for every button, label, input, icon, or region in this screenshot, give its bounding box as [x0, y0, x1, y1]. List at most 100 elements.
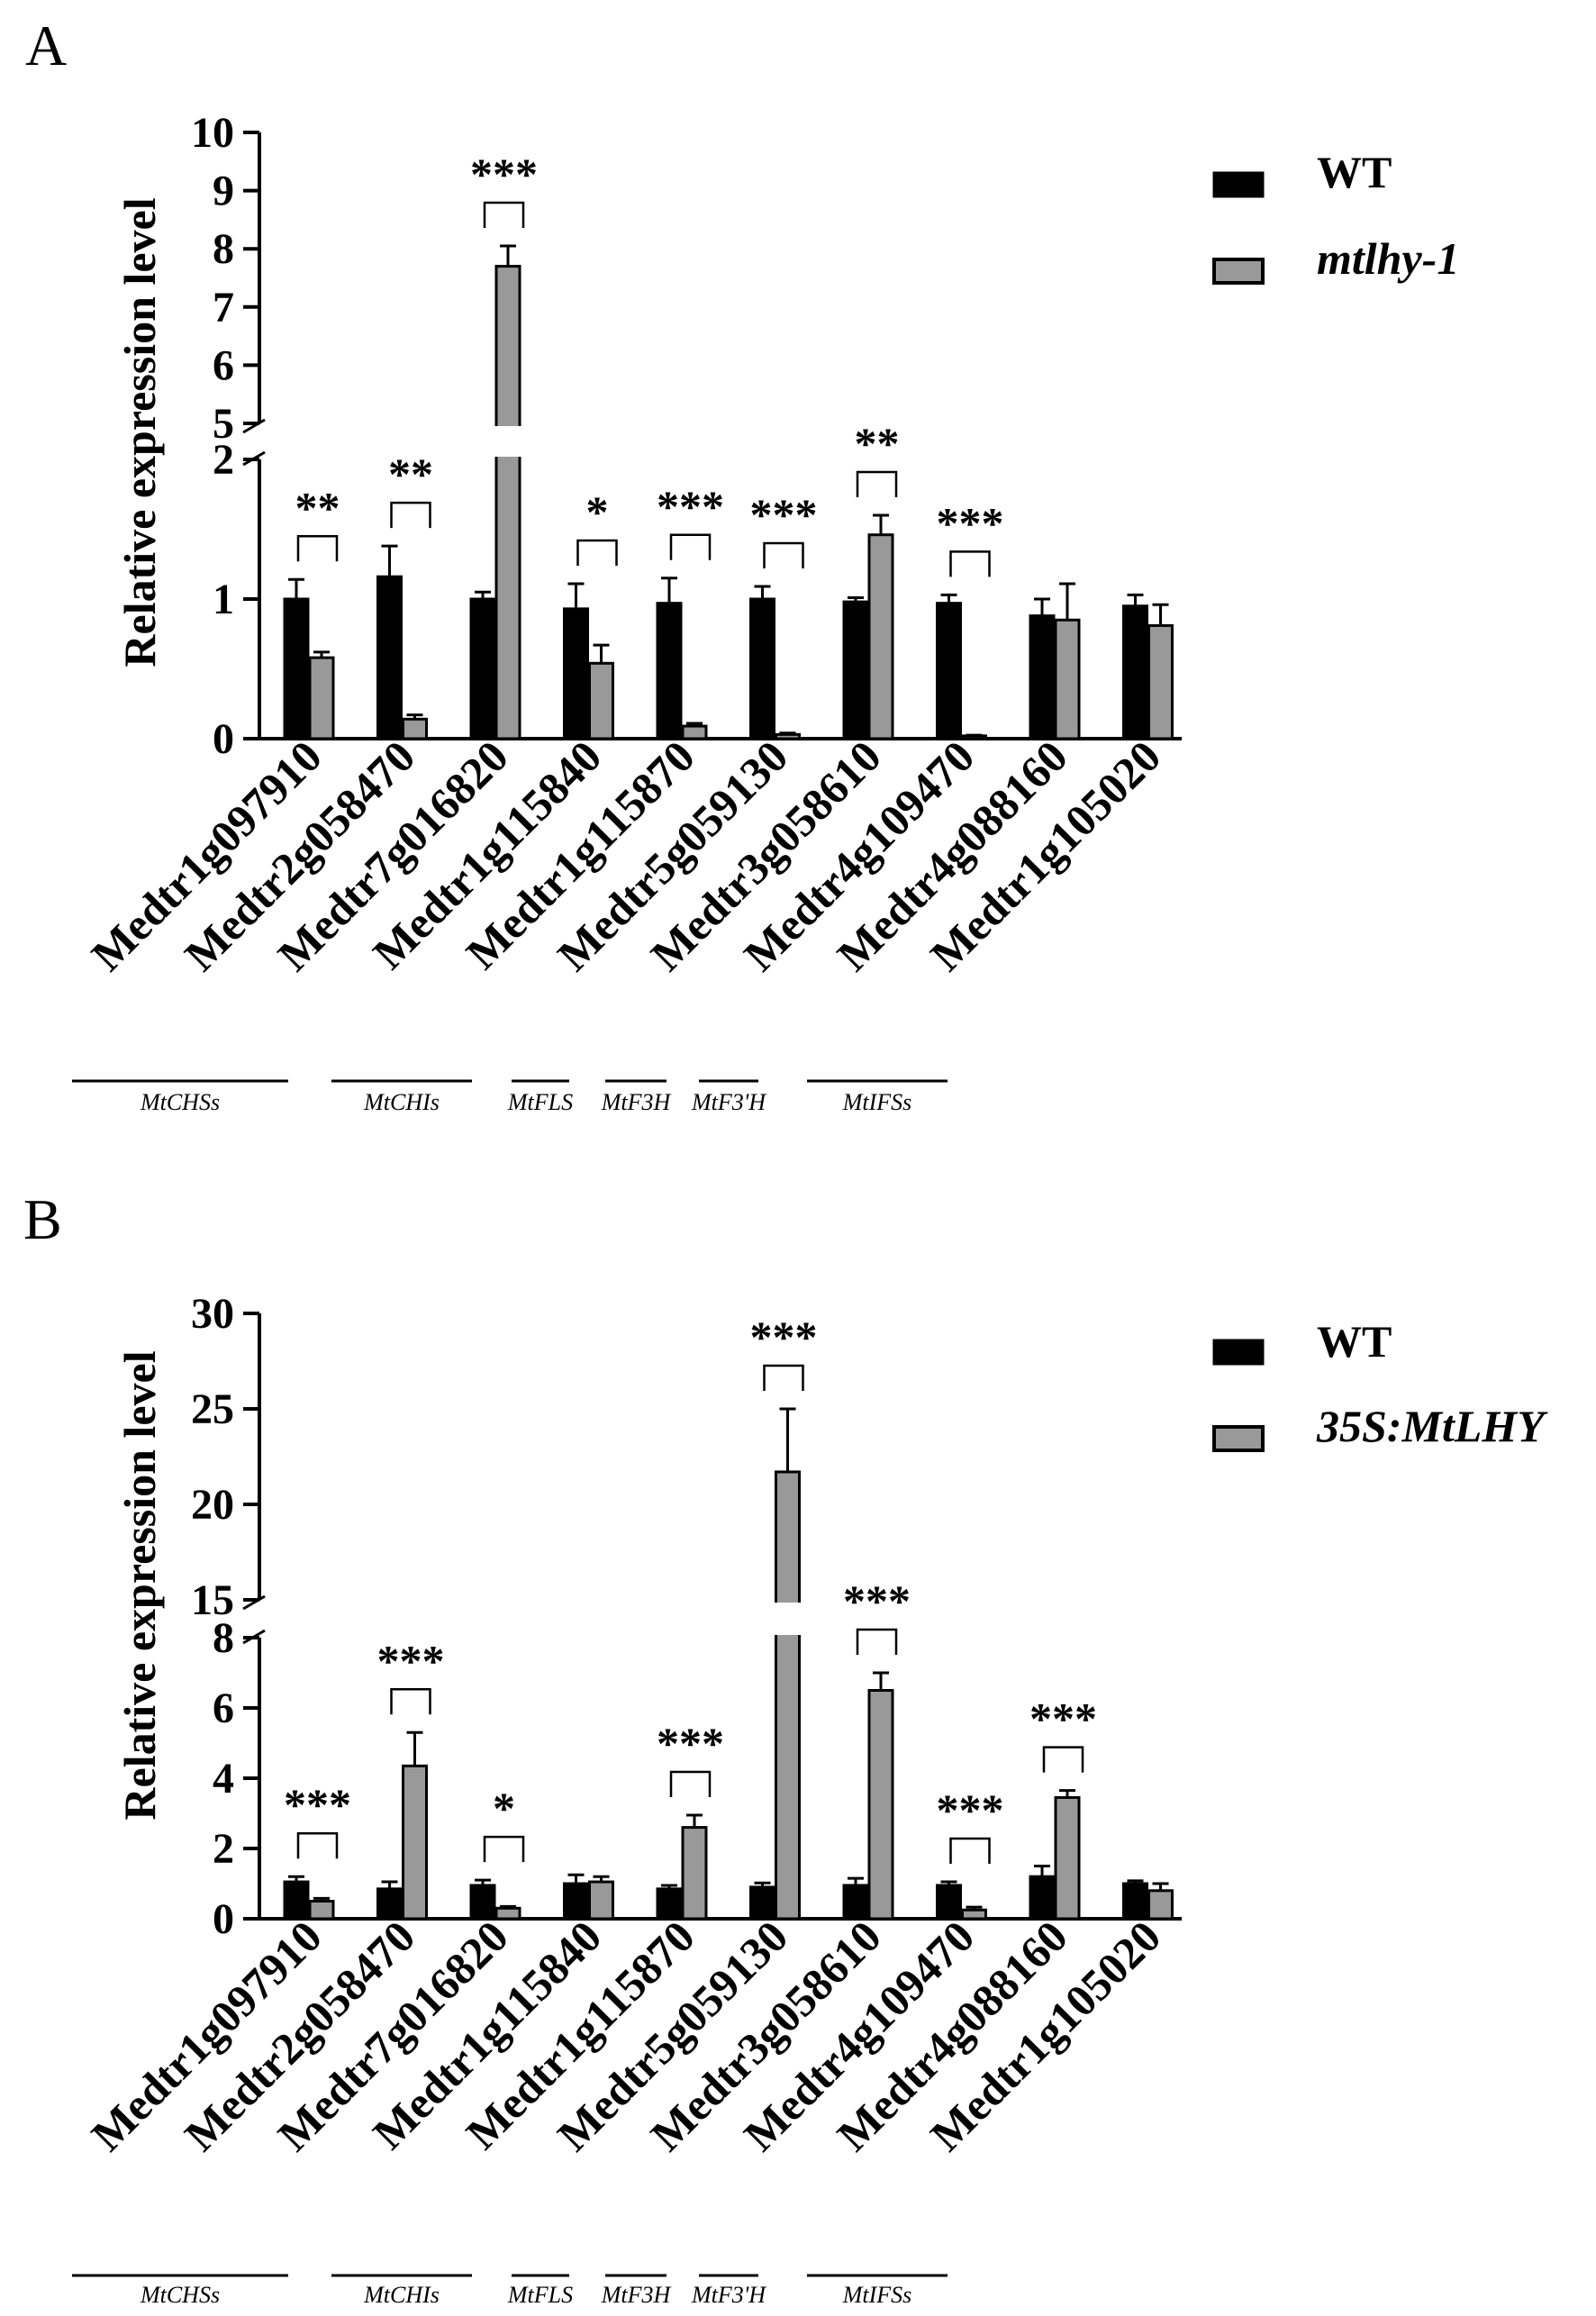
bar-wt	[1029, 614, 1056, 740]
significance-bracket	[856, 1628, 898, 1655]
significance-bracket	[669, 533, 712, 560]
significance-label: **	[295, 482, 340, 532]
y-tick-label: 4	[213, 1755, 234, 1803]
panel-b: B Relative expression level WT 35S:MtLHY…	[23, 1187, 1548, 2308]
y-tick-label: 5	[213, 400, 234, 448]
bar-wt	[469, 597, 496, 740]
significance-bracket	[856, 470, 898, 497]
y-tick-label: 7	[213, 284, 234, 332]
bar-mutant	[681, 1826, 708, 1921]
y-tick-label: 6	[213, 1685, 234, 1732]
y-tick-label: 8	[213, 225, 234, 273]
y-tick-label: 8	[213, 1614, 234, 1662]
gene-group-label: MtCHSs	[140, 1089, 220, 1115]
y-tick-label: 0	[213, 715, 234, 763]
gene-group-label: MtFLS	[507, 2282, 573, 2308]
significance-label: ***	[843, 1576, 911, 1626]
bar-mutant	[867, 533, 894, 740]
bar-wt	[749, 597, 775, 740]
significance-bracket	[763, 1364, 804, 1391]
legend-label-wt: WT	[1317, 147, 1392, 197]
gene-group-label: MtCHIs	[363, 1089, 440, 1115]
significance-label: ***	[937, 1785, 1004, 1835]
bar-break-gap	[772, 1603, 803, 1635]
significance-bracket	[949, 1837, 991, 1865]
legend-label-mutant: 35S:MtLHY	[1316, 1401, 1548, 1451]
y-axis-label: Relative expression level	[114, 1350, 165, 1820]
bar-mutant	[1147, 1889, 1174, 1921]
significance-label: ***	[1029, 1694, 1097, 1744]
bar-mutant	[308, 656, 335, 740]
y-tick-label: 20	[191, 1481, 234, 1529]
significance-bracket	[576, 539, 618, 566]
legend-swatch-wt	[1212, 171, 1265, 198]
bar-wt	[469, 1884, 496, 1921]
legend-swatch-mutant	[1212, 1425, 1265, 1452]
bar-mutant	[775, 732, 801, 740]
significance-bracket	[390, 501, 431, 529]
bar-wt	[563, 607, 589, 740]
significance-bracket	[1042, 1746, 1084, 1773]
significance-label: ***	[750, 489, 818, 540]
bar-mutant	[1054, 1795, 1081, 1921]
legend-label-mutant: mtlhy-1	[1317, 233, 1459, 284]
y-tick-label: 9	[213, 168, 234, 215]
significance-bracket	[296, 1831, 339, 1859]
significance-bracket	[949, 550, 991, 577]
gene-group-label: MtIFSs	[842, 2282, 912, 2308]
significance-label: *	[493, 1783, 515, 1833]
bar-mutant	[308, 1900, 335, 1921]
bar-wt	[656, 602, 683, 740]
bar-mutant	[402, 717, 428, 740]
bar-mutant	[681, 724, 708, 740]
gene-group-label: MtF3'H	[691, 1089, 766, 1115]
significance-bracket	[483, 201, 525, 228]
panel-label: B	[23, 1187, 62, 1251]
bar-wt	[283, 1880, 310, 1921]
significance-label: **	[388, 449, 433, 499]
significance-label: ***	[657, 481, 724, 531]
significance-bracket	[296, 535, 339, 562]
y-tick-label: 1	[213, 576, 234, 623]
bar-wt	[1122, 1882, 1148, 1921]
bar-mutant	[1054, 618, 1081, 740]
bar-mutant	[775, 1470, 801, 1921]
y-tick-label: 2	[213, 436, 234, 484]
significance-bracket	[390, 1688, 431, 1715]
bar-mutant	[588, 661, 614, 740]
significance-label: **	[855, 418, 900, 468]
y-tick-label: 15	[191, 1576, 234, 1624]
significance-bracket	[483, 1835, 525, 1863]
y-tick-label: 30	[191, 1290, 234, 1338]
legend-swatch-wt	[1212, 1339, 1265, 1366]
bar-mutant	[588, 1880, 614, 1921]
gene-group-label: MtF3H	[601, 1089, 672, 1115]
significance-label: ***	[377, 1635, 445, 1685]
bar-wt	[283, 597, 310, 740]
significance-label: ***	[470, 149, 538, 199]
gene-group-label: MtF3'H	[691, 2282, 766, 2308]
significance-bracket	[763, 541, 804, 569]
axis-break-mark	[242, 418, 266, 434]
bar-mutant	[494, 1906, 521, 1921]
axis-break-mark	[242, 1594, 266, 1611]
bar-wt	[936, 602, 962, 740]
y-tick-label: 10	[191, 109, 234, 157]
significance-label: ***	[937, 497, 1004, 548]
panel-a: A Relative expression level WT mtlhy-1 0…	[25, 14, 1459, 1115]
bar-break-gap	[493, 426, 523, 457]
y-tick-label: 25	[191, 1385, 234, 1433]
gene-group-label: MtCHSs	[140, 2282, 220, 2308]
legend-label-wt: WT	[1317, 1316, 1392, 1367]
bar-mutant	[961, 1908, 987, 1921]
significance-label: ***	[284, 1779, 351, 1830]
bar-wt	[376, 575, 403, 740]
bar-mutant	[1147, 623, 1174, 740]
y-axis-label: Relative expression level	[114, 197, 165, 667]
bar-wt	[749, 1885, 775, 1921]
legend-swatch-mutant	[1212, 258, 1265, 285]
significance-label: ***	[750, 1312, 818, 1362]
y-tick-label: 2	[213, 1825, 234, 1873]
bar-mutant	[494, 265, 521, 740]
